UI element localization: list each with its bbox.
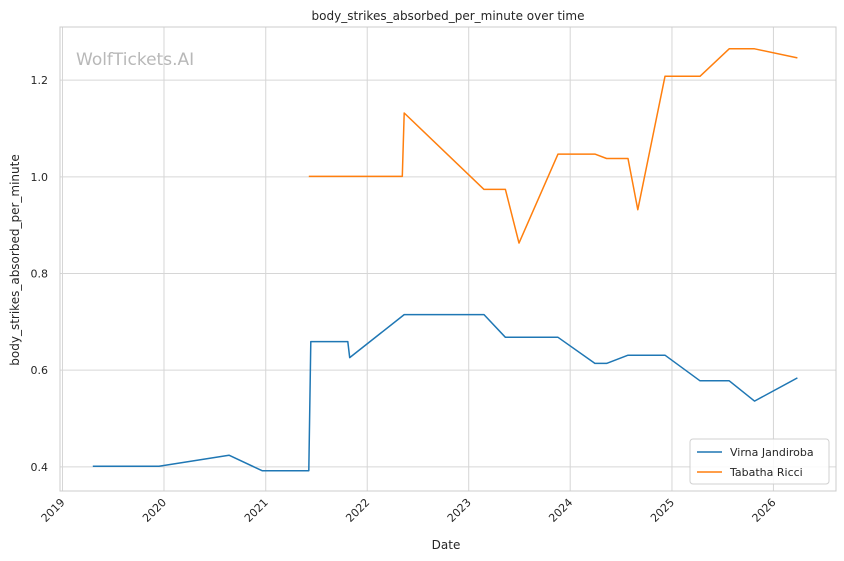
legend-box: [689, 438, 830, 485]
y-tick-label: 0.4: [31, 461, 49, 474]
legend-label-tabatha: Tabatha Ricci: [729, 466, 803, 479]
legend-label-virna: Virna Jandiroba: [730, 446, 814, 459]
x-tick-label: 2020: [140, 496, 169, 525]
legend: Virna Jandiroba Tabatha Ricci: [689, 438, 830, 485]
x-axis-label: Date: [432, 538, 461, 552]
x-tick-label: 2019: [39, 496, 68, 525]
y-tick-label: 1.2: [31, 74, 49, 87]
y-tick-label: 0.6: [31, 364, 49, 377]
watermark: WolfTickets.AI: [76, 50, 194, 70]
x-tick-label: 2022: [343, 496, 372, 525]
chart-title: body_strikes_absorbed_per_minute over ti…: [312, 9, 585, 23]
x-tick-label: 2026: [750, 496, 779, 525]
y-axis-label: body_strikes_absorbed_per_minute: [8, 154, 22, 365]
x-tick-label: 2024: [546, 496, 575, 525]
x-tick-label: 2023: [445, 496, 474, 525]
x-tick-label: 2025: [648, 496, 677, 525]
y-tick-label: 0.8: [31, 268, 49, 281]
x-tick-labels: 2019 2020 2021 2022 2023 2024 2025 2026: [39, 496, 779, 525]
series-layer: [92, 48, 798, 472]
y-tick-labels: 0.4 0.6 0.8 1.0 1.2: [31, 74, 49, 474]
plot-frame: [59, 26, 837, 492]
series-line-tabatha-ricci: [308, 48, 798, 244]
plot-background: [60, 27, 836, 491]
grid-lines: [60, 27, 836, 491]
x-tick-label: 2021: [242, 496, 271, 525]
y-tick-label: 1.0: [31, 171, 49, 184]
series-line-virna-jandiroba: [92, 313, 798, 472]
